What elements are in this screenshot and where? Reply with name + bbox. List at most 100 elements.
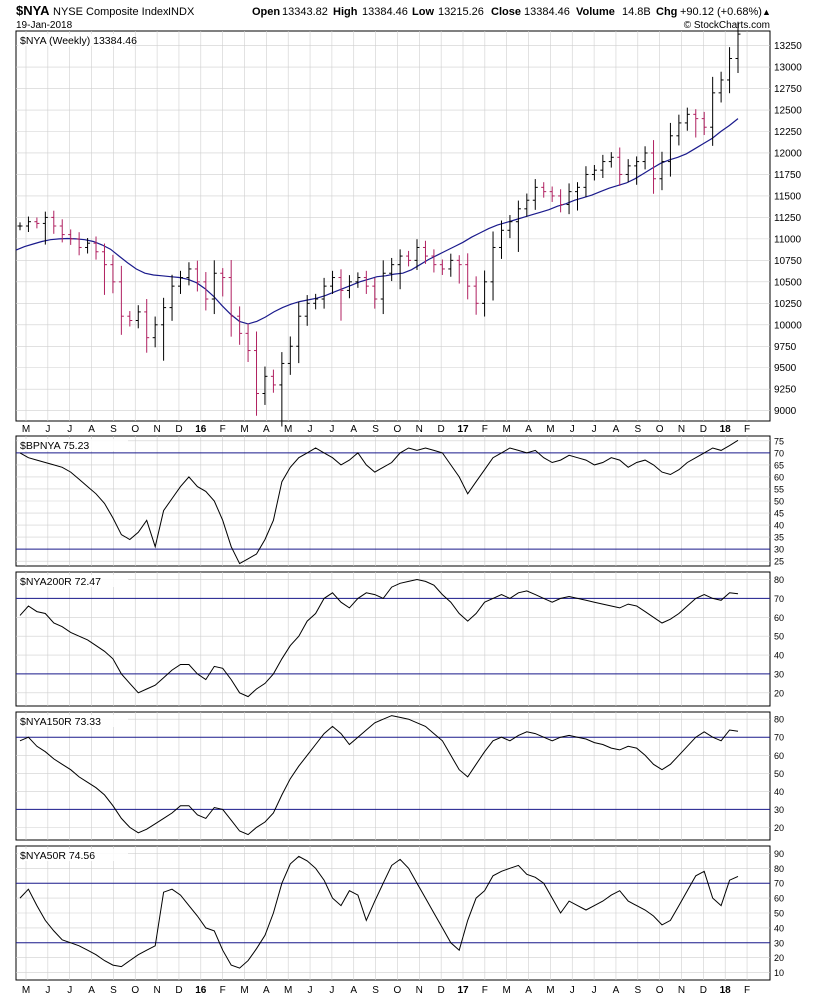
- x-tick-label: 18: [720, 424, 732, 435]
- price-bar: [211, 260, 217, 315]
- x-tick-label: N: [416, 985, 423, 996]
- y-tick-label: 9250: [774, 385, 797, 396]
- y-tick-label: 30: [774, 805, 784, 815]
- x-tick-label: 16: [195, 424, 207, 435]
- y-tick-label: 9500: [774, 363, 797, 374]
- x-tick-label: J: [592, 985, 597, 996]
- x-tick-label: D: [438, 424, 445, 435]
- y-tick-label: 80: [774, 864, 784, 874]
- panel-title: $NYA150R 73.33: [20, 716, 101, 728]
- moving-average-line: [15, 118, 739, 325]
- y-tick-label: 11500: [774, 191, 802, 202]
- price-bar: [600, 154, 606, 178]
- price-bar: [667, 122, 673, 177]
- y-tick-label: 12500: [774, 106, 802, 117]
- price-bar: [651, 140, 657, 194]
- panel-title-bg: [18, 575, 128, 587]
- y-tick-label: 9750: [774, 342, 797, 353]
- panel-5: 10 20 30 40 50 60 70 80 90 $NYA50R 74.56: [15, 845, 784, 981]
- price-bar: [42, 211, 48, 245]
- x-tick-label: S: [372, 424, 379, 435]
- price-bar: [541, 182, 547, 198]
- y-tick-label: 55: [774, 484, 784, 494]
- chart-panels: 9000 9250 9500 9750 10000 10250 10500 10750 1100…: [15, 21, 802, 996]
- x-tick-label: J: [592, 424, 597, 435]
- price-bar: [17, 222, 23, 231]
- x-tick-label: N: [416, 424, 423, 435]
- x-tick-label: A: [350, 985, 357, 996]
- x-tick-label: 18: [720, 985, 732, 996]
- y-tick-label: 12750: [774, 84, 802, 95]
- x-tick-label: S: [634, 985, 641, 996]
- date-label: 19-Jan-2018: [16, 20, 73, 31]
- y-tick-label: 20: [774, 823, 784, 833]
- price-bar: [220, 268, 226, 297]
- y-tick-label: 10250: [774, 299, 802, 310]
- price-bar: [270, 369, 276, 393]
- price-bar: [591, 165, 597, 181]
- y-tick-label: 13250: [774, 41, 802, 52]
- x-tick-label: F: [482, 424, 488, 435]
- price-bar: [448, 253, 454, 277]
- x-tick-label: M: [22, 985, 30, 996]
- x-tick-label: J: [570, 424, 575, 435]
- panel-1: 9000 9250 9500 9750 10000 10250 10500 10750 1100…: [15, 21, 802, 427]
- price-bar: [676, 114, 682, 146]
- price-bar: [59, 219, 65, 243]
- index-name: NYSE Composite Index: [53, 6, 169, 18]
- price-bar: [507, 215, 513, 239]
- price-bar: [245, 323, 251, 362]
- x-tick-label: D: [175, 424, 182, 435]
- high-value: 13384.46: [362, 6, 408, 18]
- price-bar: [473, 276, 479, 315]
- price-bar: [346, 275, 352, 299]
- x-tick-label: M: [284, 424, 292, 435]
- x-tick-label: 17: [457, 985, 469, 996]
- y-tick-label: 60: [774, 472, 784, 482]
- price-bar: [262, 366, 268, 405]
- x-tick-label: N: [678, 985, 685, 996]
- x-tick-label: A: [350, 424, 357, 435]
- price-bar: [380, 260, 386, 315]
- price-bar: [727, 47, 733, 94]
- x-tick-label: O: [131, 424, 139, 435]
- price-bar: [321, 277, 327, 309]
- x-tick-label: J: [45, 985, 50, 996]
- price-bar: [456, 255, 462, 284]
- x-tick-label: J: [67, 985, 72, 996]
- panel-title: $NYA50R 74.56: [20, 850, 95, 862]
- y-tick-label: 45: [774, 509, 784, 519]
- volume-label: Volume: [576, 6, 615, 18]
- y-tick-label: 9000: [774, 406, 797, 417]
- price-bar: [490, 231, 496, 301]
- x-tick-label: O: [394, 985, 402, 996]
- x-tick-label: N: [153, 424, 160, 435]
- price-bar: [465, 253, 471, 300]
- price-bar: [625, 159, 631, 183]
- y-tick-label: 11250: [774, 213, 802, 224]
- x-tick-label: A: [88, 985, 95, 996]
- x-tick-label: J: [308, 424, 313, 435]
- price-bar: [34, 217, 40, 229]
- x-tick-label: M: [240, 985, 248, 996]
- panel-title: $BPNYA 75.23: [20, 440, 89, 452]
- open-value: 13343.82: [282, 6, 328, 18]
- symbol-label: $NYA: [16, 3, 50, 18]
- y-tick-label: 50: [774, 497, 784, 507]
- price-bar: [363, 270, 369, 294]
- price-bar: [566, 183, 572, 215]
- price-bar: [127, 311, 133, 327]
- x-tick-label: O: [131, 985, 139, 996]
- price-bar: [135, 305, 141, 329]
- price-bar: [25, 216, 31, 233]
- high-label: High: [333, 6, 358, 18]
- x-tick-label: M: [284, 985, 292, 996]
- volume-value: 14.8B: [622, 6, 651, 18]
- x-tick-label: A: [613, 424, 620, 435]
- y-tick-label: 80: [774, 715, 784, 725]
- y-tick-label: 30: [774, 938, 784, 948]
- x-tick-label: O: [656, 985, 664, 996]
- y-tick-label: 13000: [774, 63, 802, 74]
- indicator-line: [19, 439, 739, 565]
